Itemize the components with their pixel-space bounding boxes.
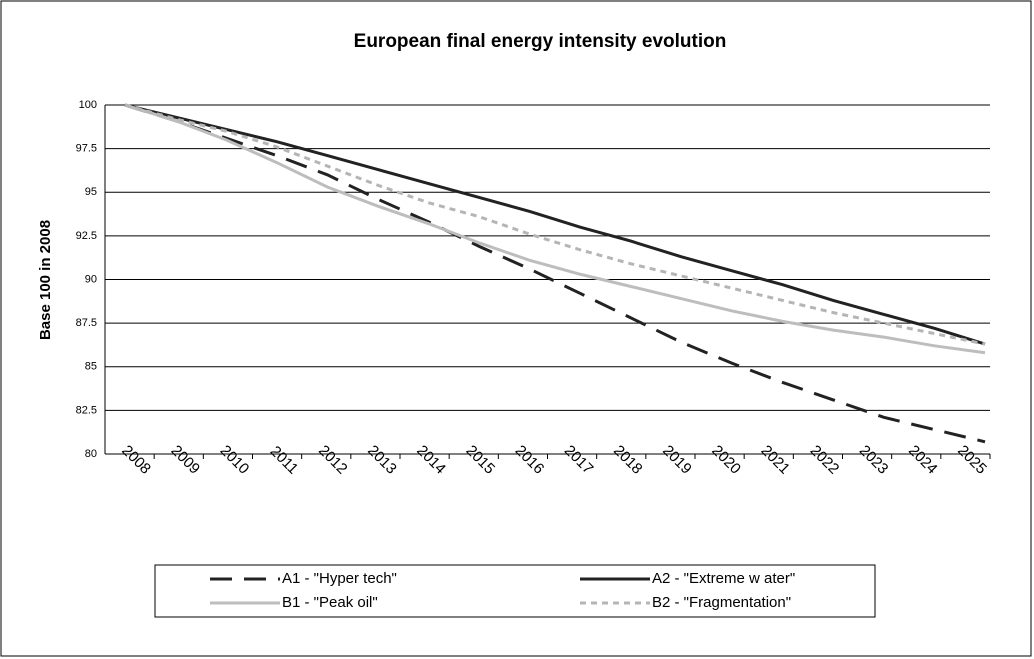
- y-tick-label: 92.5: [76, 230, 97, 242]
- y-axis-label: Base 100 in 2008: [37, 220, 54, 340]
- y-tick-label: 85: [85, 361, 97, 373]
- y-tick-label: 82.5: [76, 404, 97, 416]
- y-tick-label: 90: [85, 273, 97, 285]
- y-tick-label: 97.5: [76, 143, 97, 155]
- series-line: [124, 103, 986, 346]
- series-line: [124, 103, 986, 346]
- series-line: [124, 103, 986, 355]
- legend-label: B1 - "Peak oil": [282, 594, 378, 611]
- y-tick-label: 87.5: [76, 317, 97, 329]
- legend-label: A1 - "Hyper tech": [282, 570, 397, 587]
- chart-title: European final energy intensity evolutio…: [354, 31, 727, 52]
- legend-box: [154, 564, 876, 618]
- series-line: [124, 103, 986, 444]
- y-tick-label: 80: [85, 448, 97, 460]
- legend-label: B2 - "Fragmentation": [652, 594, 791, 611]
- y-tick-label: 95: [85, 186, 97, 198]
- legend-label: A2 - "Extreme w ater": [652, 570, 795, 587]
- y-tick-label: 100: [79, 99, 97, 111]
